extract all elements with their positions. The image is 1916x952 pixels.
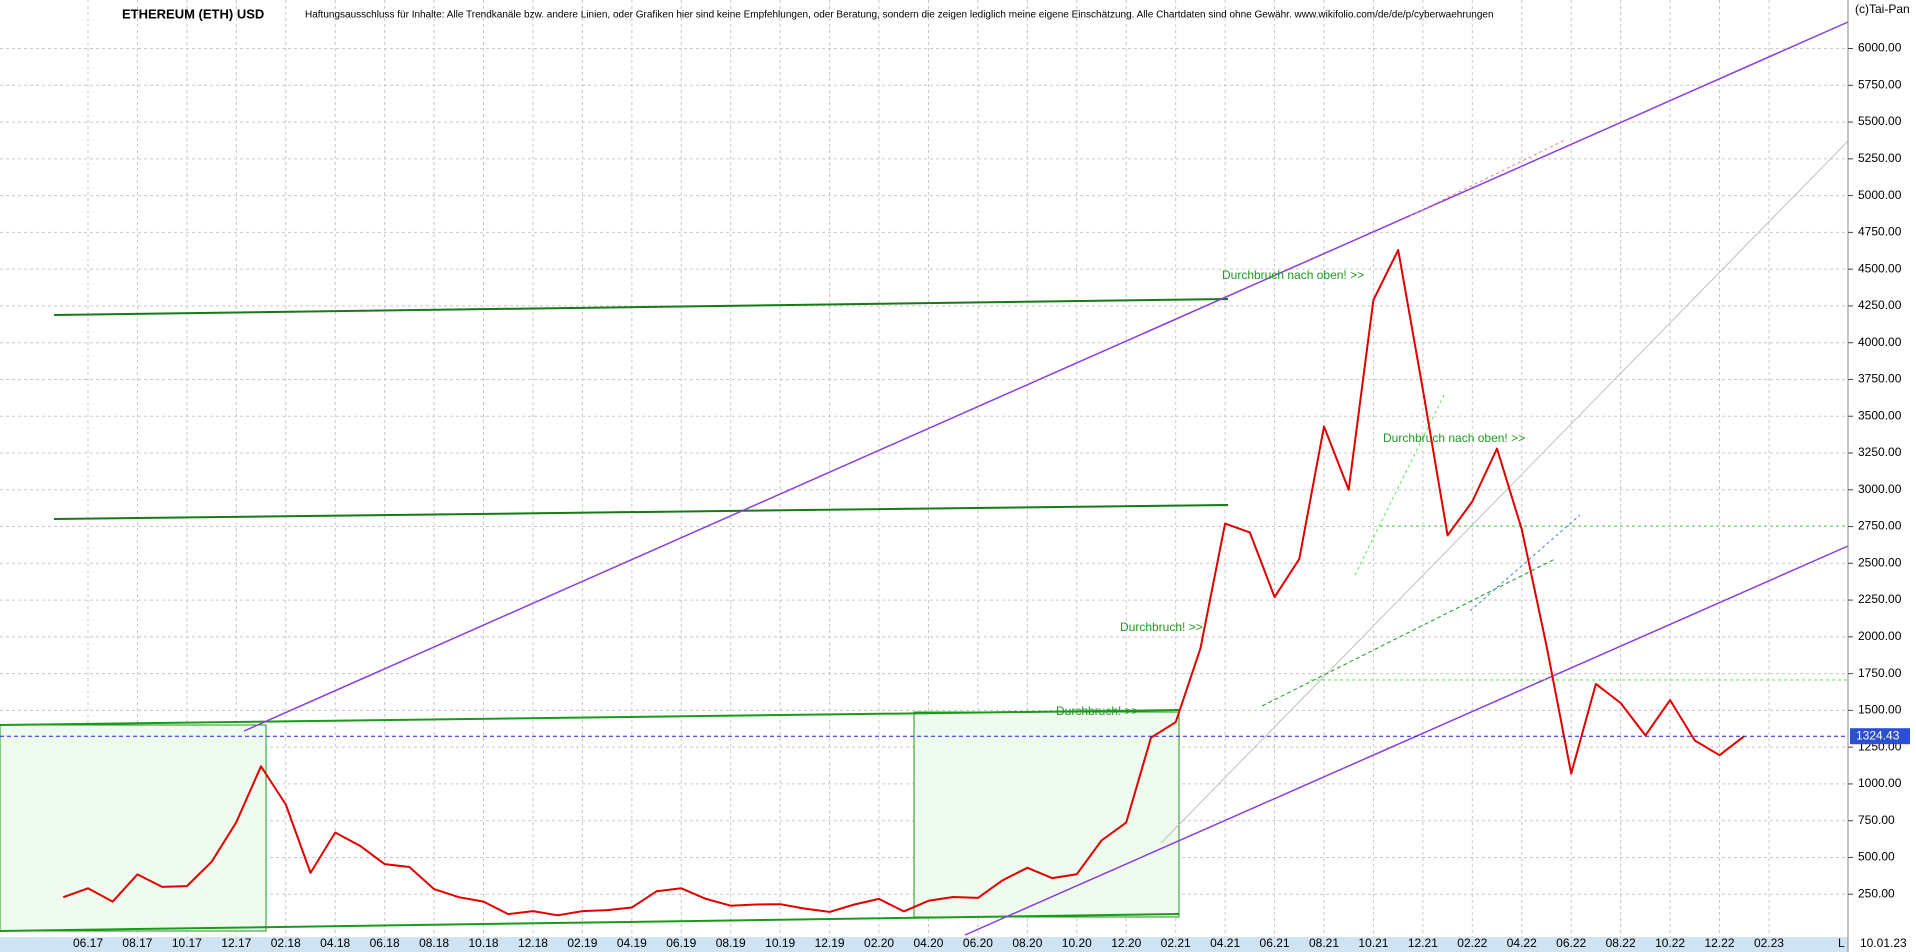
x-tick-label: 08.17 [122,936,152,950]
x-tick-label: 08.21 [1309,936,1339,950]
x-tick-label: 04.21 [1210,936,1240,950]
y-tick-label: 2250.00 [1858,592,1902,606]
x-tick-label: 08.20 [1012,936,1042,950]
y-tick-label: 1500.00 [1858,703,1902,717]
annotation: Durchbruch nach oben! >> [1222,268,1364,282]
y-tick-label: 5500.00 [1858,114,1902,128]
y-tick-label: 4750.00 [1858,225,1902,239]
x-tick-label: 04.18 [320,936,350,950]
x-tick-label: 10.20 [1062,936,1092,950]
x-tick-label: 10.21 [1358,936,1388,950]
trend-line [0,913,1180,932]
y-tick-label: 4000.00 [1858,335,1902,349]
x-tick-label: 12.17 [221,936,251,950]
y-tick-label: 4500.00 [1858,261,1902,275]
x-tick-label: 10.17 [172,936,202,950]
x-tick-label: 06.19 [666,936,696,950]
x-tick-label: 12.18 [518,936,548,950]
x-tick-label: 06.21 [1260,936,1290,950]
y-tick-label: 3500.00 [1858,408,1902,422]
x-tick-label: 04.19 [617,936,647,950]
y-tick-label: 2500.00 [1858,555,1902,569]
x-tick-label: 04.22 [1507,936,1537,950]
x-tick-label: 12.22 [1705,936,1735,950]
x-tick-label: 06.17 [73,936,103,950]
annotation: Durchbruch! >> [1056,704,1139,718]
x-tick-label: 02.21 [1161,936,1191,950]
x-tick-label: 02.23 [1754,936,1784,950]
x-tick-label: 12.19 [815,936,845,950]
range-box [913,711,1180,918]
trend-line [1409,139,1566,217]
last-value-box [1850,728,1910,745]
trend-line [1261,558,1556,707]
y-tick-label: 5000.00 [1858,188,1902,202]
y-tick-label: 6000.00 [1858,41,1902,55]
trend-line [0,709,1180,726]
y-tick-label: 2750.00 [1858,519,1902,533]
x-tick-label: 06.20 [963,936,993,950]
x-tick-label: 08.18 [419,936,449,950]
x-tick-label: 10.19 [765,936,795,950]
source: (c)Tai-Pan [1855,2,1910,16]
range-box [0,724,267,932]
y-tick-label: 500.00 [1858,850,1895,864]
x-axis-band [0,937,1848,952]
subtitle: Haftungsausschluss für Inhalte: Alle Tre… [305,10,1494,21]
y-tick-label: 4250.00 [1858,298,1902,312]
x-tick-label: 06.22 [1556,936,1586,950]
y-tick-label: 5250.00 [1858,151,1902,165]
x-tick-label: 02.20 [864,936,894,950]
y-tick-label: 1750.00 [1858,666,1902,680]
trend-line [1469,514,1581,612]
date-label: 10.01.23 [1860,936,1907,950]
x-tick-label: 12.20 [1111,936,1141,950]
x-tick-label: 06.18 [370,936,400,950]
y-tick-label: 3250.00 [1858,445,1902,459]
y-tick-label: 750.00 [1858,813,1895,827]
y-tick-label: 1000.00 [1858,776,1902,790]
annotation: Durchbruch nach oben! >> [1383,431,1525,445]
x-tick-label: 02.18 [271,936,301,950]
y-tick-label: 5750.00 [1858,77,1902,91]
annotation: Durchbruch! >> [1120,620,1203,634]
y-tick-label: 3000.00 [1858,482,1902,496]
x-tick-label: 04.20 [913,936,943,950]
x-tick-label: 02.19 [567,936,597,950]
x-tick-label: 08.19 [716,936,746,950]
x-tick-label: 10.18 [469,936,499,950]
chart-title: ETHEREUM (ETH) USD [122,6,264,21]
y-tick-label: 2000.00 [1858,629,1902,643]
trend-line [53,504,1229,520]
x-tick-label: 02.22 [1457,936,1487,950]
x-tick-label: 08.22 [1606,936,1636,950]
x-tick-label: 10.22 [1655,936,1685,950]
trend-line [53,298,1229,316]
last-value-label: 1324.43 [1856,728,1900,742]
y-tick-label: 250.00 [1858,886,1895,900]
x-tick-label: 12.21 [1408,936,1438,950]
y-tick-label: 3750.00 [1858,372,1902,386]
trend-line [1160,140,1849,844]
price-line [62,249,1745,917]
trend-line [964,545,1849,936]
scale-label: L [1838,936,1845,950]
trend-line [243,21,1849,732]
